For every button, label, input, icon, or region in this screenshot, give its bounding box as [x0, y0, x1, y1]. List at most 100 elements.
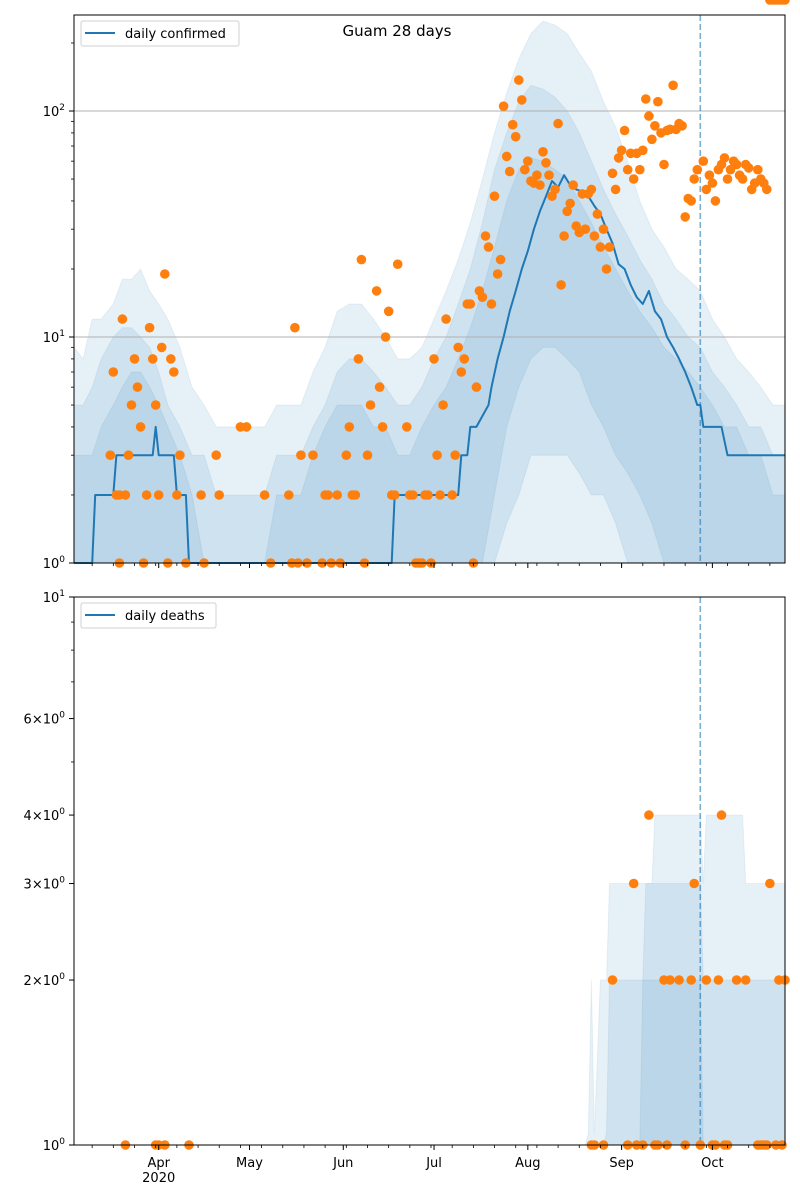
- confirmed-data-point: [719, 153, 730, 163]
- confirmed-data-point: [441, 314, 451, 324]
- confirmed-data-point: [541, 158, 551, 168]
- y-tick-label: 100: [43, 1137, 66, 1154]
- confirmed-data-point: [196, 490, 206, 500]
- confirmed-axes-frame: [73, 14, 786, 564]
- y-tick-label: 101: [43, 589, 65, 606]
- confirmed-data-point: [172, 490, 182, 500]
- confirmed-data-point: [432, 450, 442, 461]
- deaths-data-point: [665, 975, 675, 985]
- confirmed-data-point: [489, 191, 500, 201]
- confirmed-data-point: [284, 490, 294, 500]
- confirmed-data-point: [514, 75, 524, 85]
- confirmed-data-point: [704, 170, 715, 180]
- deaths-data-point: [689, 878, 699, 889]
- deaths-data-point: [607, 975, 618, 985]
- confirmed-data-point: [450, 450, 461, 461]
- confirmed-data-point: [241, 422, 252, 432]
- confirmed-data-point: [480, 231, 491, 241]
- x-tick-label: Jul: [425, 1156, 442, 1171]
- confirmed-data-point: [613, 153, 624, 163]
- confirmed-legend: daily confirmed: [80, 20, 240, 47]
- confirmed-legend-label: daily confirmed: [125, 27, 226, 42]
- confirmed-data-point: [565, 198, 575, 209]
- deaths-data-point: [628, 878, 639, 889]
- confirmed-data-point: [117, 314, 128, 324]
- confirmed-data-point: [392, 259, 403, 270]
- confirmed-data-point: [743, 163, 754, 173]
- confirmed-data-point: [737, 174, 748, 184]
- confirmed-data-point: [619, 125, 630, 136]
- confirmed-data-point: [456, 367, 467, 377]
- confirmed-data-point: [580, 224, 591, 234]
- confirmed-data-point: [722, 174, 733, 184]
- confirmed-data-point: [650, 121, 660, 131]
- confirmed-data-point: [105, 450, 116, 461]
- confirmed-data-point: [423, 490, 433, 500]
- confirmed-data-point: [607, 168, 618, 179]
- deaths-data-point: [701, 975, 712, 985]
- confirmed-data-point: [498, 101, 509, 111]
- confirmed-data-point: [380, 332, 391, 342]
- confirmed-data-point: [166, 354, 176, 364]
- confirmed-data-point: [160, 269, 170, 279]
- confirmed-data-point: [610, 184, 621, 195]
- confirmed-data-point: [762, 184, 772, 195]
- confirmed-data-point: [731, 159, 742, 170]
- confirmed-data-point: [495, 254, 506, 265]
- y-tick-label: 101: [43, 329, 65, 346]
- y-tick-label: 100: [43, 555, 66, 572]
- confirmed-data-point: [701, 184, 712, 195]
- y-tick-label: 102: [43, 103, 65, 120]
- deaths-data-point: [731, 975, 742, 985]
- confirmed-data-point: [126, 400, 137, 410]
- confirmed-data-point: [356, 254, 367, 265]
- confirmed-data-point: [680, 212, 690, 222]
- confirmed-data-point: [371, 286, 382, 296]
- confirmed-data-point: [296, 450, 306, 461]
- confirmed-data-point: [147, 354, 158, 364]
- confirmed-data-point: [108, 367, 119, 377]
- y-tick-label: 3×100: [24, 876, 66, 893]
- y-tick-label: 2×100: [24, 972, 66, 989]
- confirmed-data-point: [604, 242, 615, 252]
- confirmed-data-point: [780, 0, 790, 5]
- confirmed-data-point: [592, 209, 603, 219]
- confirmed-data-point: [559, 231, 569, 241]
- x-tick-label: Apr: [147, 1156, 170, 1171]
- confirmed-data-point: [465, 299, 476, 309]
- confirmed-x-ticks: [91, 563, 771, 568]
- confirmed-data-point: [353, 354, 364, 364]
- confirmed-data-point: [156, 342, 167, 353]
- confirmed-data-point: [323, 490, 333, 500]
- x-tick-year-label: 2020: [142, 1171, 175, 1186]
- confirmed-data-point: [332, 490, 343, 500]
- confirmed-data-point: [556, 280, 566, 290]
- confirmed-data-point: [677, 121, 687, 131]
- confirmed-data-point: [377, 422, 388, 432]
- confirmed-data-point: [365, 400, 376, 410]
- x-tick-label: Aug: [515, 1156, 540, 1171]
- chart-title: Guam 28 days: [343, 22, 452, 40]
- confirmed-data-point: [692, 164, 703, 175]
- confirmed-data-point: [453, 342, 464, 353]
- confirmed-data-point: [589, 231, 600, 241]
- deaths-data-point: [716, 810, 727, 820]
- confirmed-data-point: [644, 111, 654, 121]
- confirmed-data-point: [586, 184, 597, 195]
- deaths-data-point: [644, 810, 654, 820]
- confirmed-data-point: [341, 450, 352, 461]
- confirmed-data-point: [595, 242, 606, 252]
- confirmed-data-point: [438, 400, 448, 410]
- confirmed-data-point: [459, 354, 470, 364]
- deaths-legend-box: [80, 602, 217, 629]
- confirmed-data-point: [290, 322, 300, 333]
- confirmed-data-point: [710, 196, 721, 206]
- deaths-data-point: [674, 975, 684, 985]
- y-tick-label: 4×100: [24, 807, 66, 824]
- confirmed-data-point: [150, 400, 161, 410]
- confirmed-data-point: [211, 450, 221, 461]
- confirmed-data-point: [562, 206, 572, 217]
- confirmed-data-point: [362, 450, 373, 461]
- deaths-legend-label: daily deaths: [125, 609, 205, 624]
